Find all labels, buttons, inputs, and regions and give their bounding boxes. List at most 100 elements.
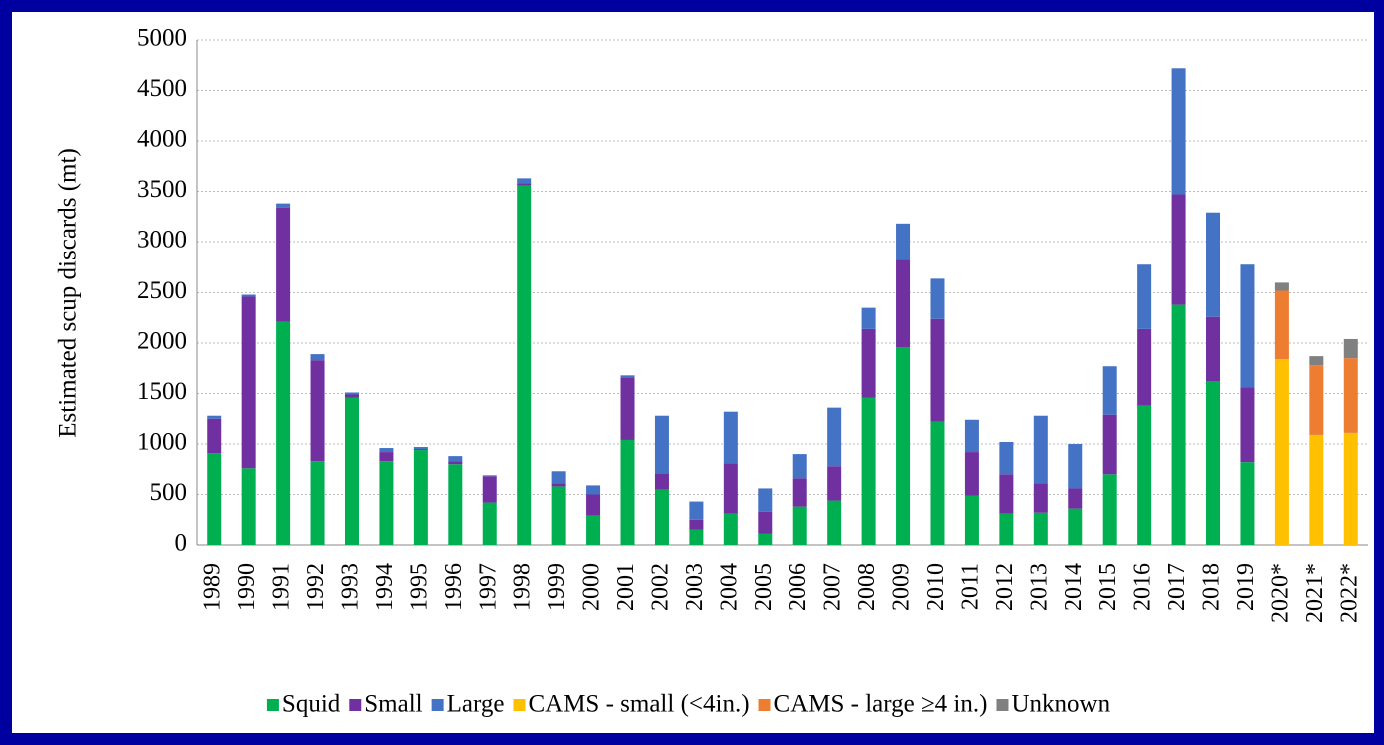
bar-segment xyxy=(723,513,738,545)
bar-segment xyxy=(964,419,979,453)
bar-segment xyxy=(586,515,601,545)
y-tick-label: 4500 xyxy=(137,75,187,102)
bar-segment xyxy=(861,307,876,329)
x-tick-label: 1997 xyxy=(475,563,501,611)
bar-segment xyxy=(586,494,601,516)
legend-swatch xyxy=(996,699,1009,711)
x-tick-label: 2019 xyxy=(1233,563,1259,611)
bar-segment xyxy=(620,439,635,545)
bar-segment xyxy=(930,318,945,422)
bar-segment xyxy=(276,321,291,545)
bar-segment xyxy=(827,500,842,545)
y-tick-label: 2000 xyxy=(137,328,187,355)
bar-segment xyxy=(1137,264,1152,329)
bar-segment xyxy=(379,452,394,462)
legend-label: Squid xyxy=(282,691,341,718)
x-tick-label: 2006 xyxy=(785,563,811,611)
bar-segment xyxy=(1033,483,1048,513)
bar-segment xyxy=(207,453,222,545)
bar-segment xyxy=(723,463,738,514)
bar-segment xyxy=(276,203,291,208)
x-tick-label: 2020* xyxy=(1267,563,1293,623)
x-tick-label: 2003 xyxy=(682,563,708,611)
bar-segment xyxy=(758,511,773,534)
legend-swatch xyxy=(431,699,444,711)
bar-segment xyxy=(1171,68,1186,195)
plot-background xyxy=(12,12,1374,733)
x-tick-label: 1991 xyxy=(269,563,295,611)
x-tick-label: 1996 xyxy=(441,563,467,611)
bar-segment xyxy=(413,449,428,451)
bar-segment xyxy=(448,464,463,545)
bar-segment xyxy=(1171,194,1186,305)
x-tick-label: 2001 xyxy=(613,563,639,611)
x-tick-label: 2005 xyxy=(751,563,777,611)
bar-segment xyxy=(1309,356,1324,366)
bar-segment xyxy=(654,489,669,545)
x-tick-label: 2021* xyxy=(1302,563,1328,623)
x-tick-label: 1998 xyxy=(510,563,536,611)
bar-segment xyxy=(1206,316,1221,382)
bar-segment xyxy=(1033,512,1048,545)
x-tick-label: 2002 xyxy=(647,563,673,611)
bar-segment xyxy=(241,294,256,297)
bar-segment xyxy=(1137,328,1152,406)
x-tick-label: 1990 xyxy=(234,563,260,611)
legend-swatch xyxy=(266,699,279,711)
y-tick-label: 2500 xyxy=(137,277,187,304)
bar-segment xyxy=(999,441,1014,475)
bar-segment xyxy=(861,397,876,545)
bar-segment xyxy=(1033,415,1048,484)
y-tick-label: 5000 xyxy=(137,25,187,52)
bar-segment xyxy=(999,513,1014,545)
legend-label: Unknown xyxy=(1011,691,1110,718)
bar-segment xyxy=(207,418,222,454)
bar-segment xyxy=(620,375,635,378)
legend-label: Large xyxy=(447,691,505,718)
bar-segment xyxy=(413,447,428,450)
bar-segment xyxy=(896,223,911,260)
bar-segment xyxy=(448,461,463,465)
bar-segment xyxy=(344,394,359,398)
x-tick-label: 1993 xyxy=(337,563,363,611)
bar-segment xyxy=(689,501,704,520)
bar-segment xyxy=(758,533,773,545)
y-tick-label: 3500 xyxy=(137,176,187,203)
bar-segment xyxy=(723,411,738,464)
bar-segment xyxy=(551,483,566,487)
y-axis-label: Estimated scup discards (mt) xyxy=(55,148,82,438)
bar-segment xyxy=(413,450,428,545)
bar-segment xyxy=(758,488,773,512)
bar-segment xyxy=(1274,359,1289,545)
y-tick-label: 1000 xyxy=(137,429,187,456)
y-tick-label: 0 xyxy=(175,530,188,557)
bar-segment xyxy=(241,296,256,469)
bar-segment xyxy=(792,506,807,545)
bar-segment xyxy=(241,468,256,545)
bar-segment xyxy=(1137,405,1152,545)
bar-segment xyxy=(310,461,325,545)
bar-segment xyxy=(310,354,325,361)
bar-segment xyxy=(1102,474,1117,545)
bar-segment xyxy=(482,476,497,503)
bar-segment xyxy=(689,519,704,530)
x-tick-label: 2011 xyxy=(957,563,983,610)
legend-swatch xyxy=(513,699,526,711)
bar-segment xyxy=(1102,366,1117,415)
bar-segment xyxy=(1068,508,1083,545)
bar-segment xyxy=(1068,444,1083,489)
legend-swatch xyxy=(349,699,362,711)
bar-segment xyxy=(276,207,291,322)
bar-segment xyxy=(344,397,359,545)
bar-segment xyxy=(930,421,945,545)
bar-segment xyxy=(827,407,842,467)
bar-segment xyxy=(1240,387,1255,463)
x-tick-label: 2009 xyxy=(889,563,915,611)
bar-segment xyxy=(1240,462,1255,545)
x-tick-label: 1995 xyxy=(406,563,432,611)
bar-segment xyxy=(861,328,876,398)
bar-segment xyxy=(1343,432,1358,545)
bar-segment xyxy=(310,360,325,462)
bar-segment xyxy=(1206,381,1221,545)
